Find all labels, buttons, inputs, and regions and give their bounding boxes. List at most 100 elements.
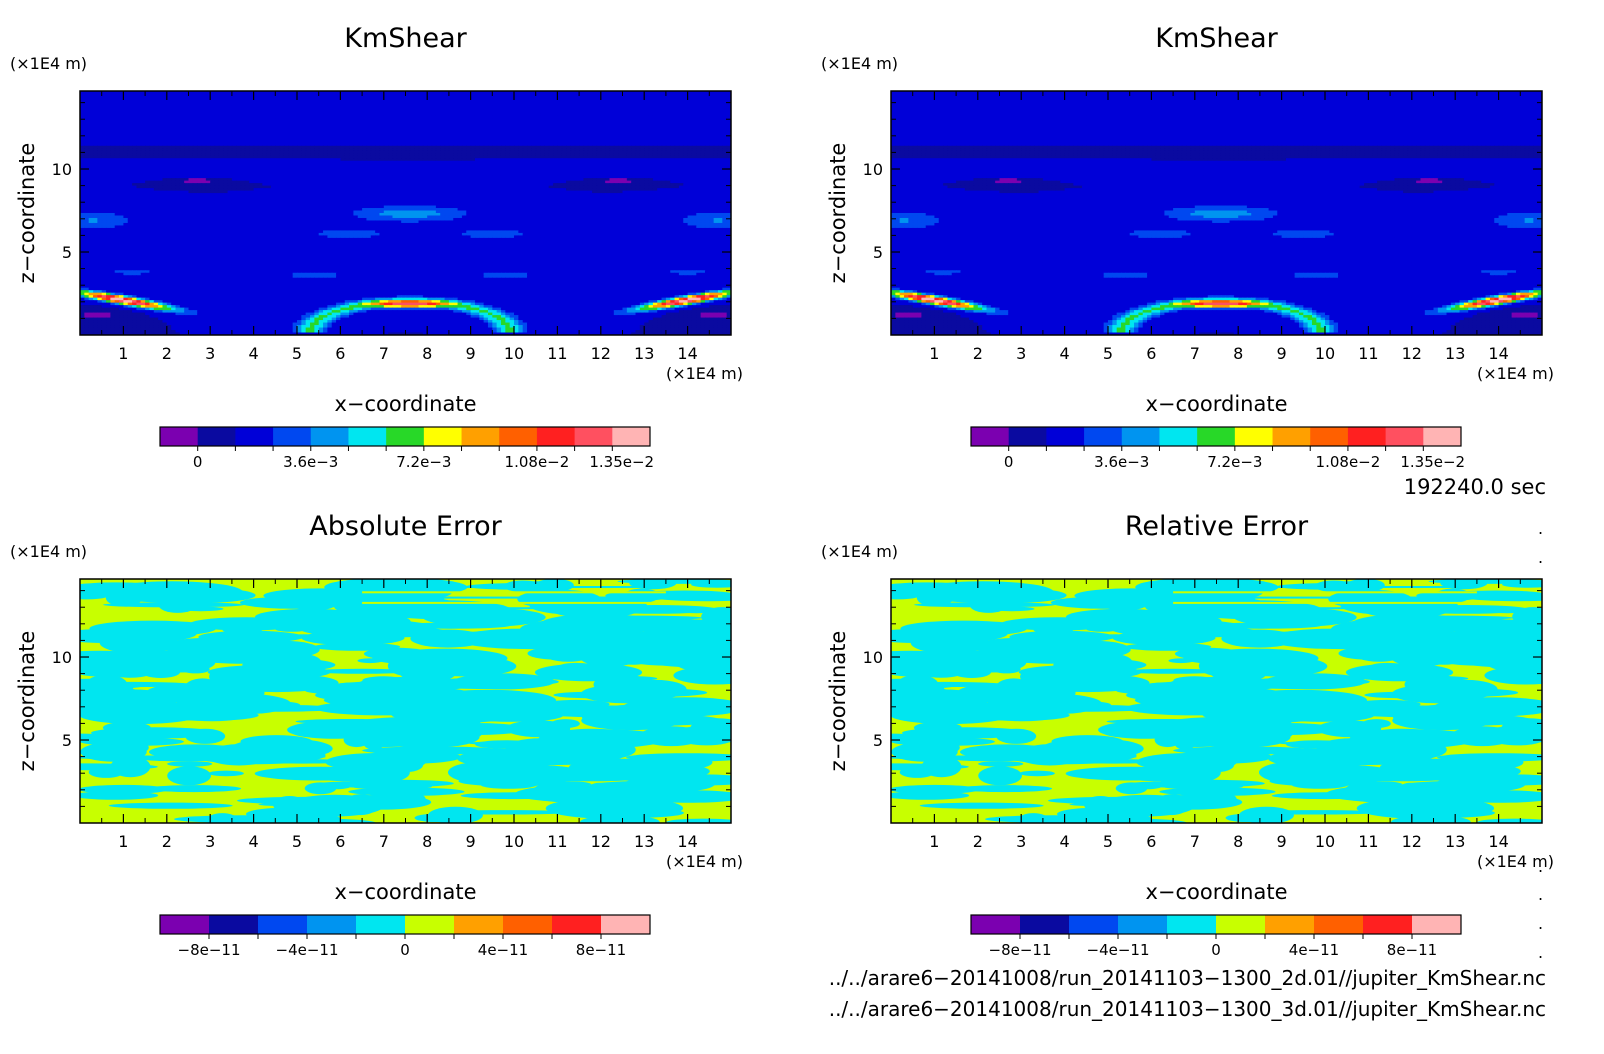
heatmap-cell [717, 93, 723, 97]
heatmap-cell [97, 125, 103, 129]
heatmap-cell [310, 93, 315, 97]
heatmap-cell [626, 100, 632, 105]
heatmap-cell [392, 98, 398, 102]
heatmap-cell [401, 93, 407, 97]
heatmap-cell [279, 98, 285, 102]
heatmap-cell [275, 91, 281, 95]
heatmap-cell [479, 113, 485, 117]
heatmap-cell [535, 98, 541, 102]
heatmap-cell [218, 98, 224, 102]
heatmap-cell [357, 120, 363, 124]
heatmap-cell [540, 120, 545, 124]
heatmap-cell [696, 98, 702, 102]
heatmap-cell [262, 120, 268, 124]
heatmap-cell [314, 98, 320, 102]
heatmap-cell [370, 125, 376, 129]
heatmap-cell [635, 108, 641, 112]
heatmap-cell [201, 113, 207, 117]
heatmap-cell [696, 91, 702, 95]
heatmap-cell [218, 123, 224, 127]
heatmap-cell [622, 118, 628, 122]
heatmap-cell [340, 105, 346, 110]
heatmap-cell [149, 95, 155, 100]
heatmap-cell [522, 125, 528, 129]
heatmap-cell [618, 98, 624, 102]
heatmap-cell [635, 115, 641, 119]
heatmap-cell [648, 120, 654, 124]
heatmap-cell [270, 95, 276, 100]
heatmap-cell [101, 123, 107, 127]
heatmap-cell [713, 113, 719, 117]
heatmap-cell [240, 91, 246, 95]
heatmap-cell [110, 91, 116, 95]
heatmap-cell [344, 118, 350, 122]
heatmap-cell [292, 110, 298, 115]
heatmap-cell [210, 123, 216, 127]
heatmap-cell [579, 115, 585, 119]
heatmap-cell [635, 125, 641, 129]
heatmap-cell [566, 100, 572, 105]
heatmap-cell [540, 91, 545, 95]
heatmap-cell [474, 98, 480, 102]
heatmap-cell [362, 103, 368, 107]
heatmap-cell [266, 120, 272, 124]
heatmap-cell [223, 120, 229, 124]
heatmap-cell [691, 98, 697, 102]
heatmap-cell [331, 113, 337, 117]
heatmap-cell [483, 118, 489, 122]
heatmap-cell [483, 98, 489, 102]
heatmap-cell [396, 123, 402, 127]
heatmap-cell [179, 105, 185, 110]
heatmap-cell [600, 118, 606, 122]
heatmap-cell [310, 125, 315, 129]
heatmap-cell [314, 110, 320, 115]
heatmap-cell [418, 98, 424, 102]
heatmap-cell [336, 115, 341, 119]
heatmap-cell [587, 125, 593, 129]
heatmap-cell [639, 115, 645, 119]
heatmap-cell [344, 103, 350, 107]
heatmap-cell [192, 110, 198, 115]
heatmap-cell [466, 113, 472, 117]
heatmap-cell [635, 95, 641, 100]
heatmap-cell [119, 115, 124, 119]
heatmap-cell [244, 115, 250, 119]
heatmap-cell [119, 128, 124, 132]
heatmap-cell [492, 98, 498, 102]
heatmap-cell [266, 113, 272, 117]
heatmap-cell [544, 118, 550, 122]
heatmap-cell [166, 120, 172, 124]
heatmap-cell [613, 103, 619, 107]
heatmap-cell [561, 113, 567, 117]
heatmap-cell [179, 103, 185, 107]
heatmap-cell [674, 110, 680, 115]
heatmap-cell [132, 120, 138, 124]
heatmap-cell [435, 105, 441, 110]
heatmap-cell [487, 120, 493, 124]
heatmap-cell [474, 120, 480, 124]
heatmap-cell [427, 95, 433, 100]
heatmap-cell [266, 93, 272, 97]
heatmap-cell [127, 91, 133, 95]
heatmap-cell [279, 93, 285, 97]
heatmap-cell [418, 91, 424, 95]
heatmap-cell [500, 98, 506, 102]
heatmap-cell [652, 98, 658, 102]
heatmap-cell [93, 95, 98, 100]
heatmap-cell [344, 93, 350, 97]
heatmap-cell [114, 118, 120, 122]
heatmap-cell [366, 115, 372, 119]
heatmap-cell [635, 105, 641, 110]
heatmap-cell [227, 98, 233, 102]
heatmap-cell [674, 91, 680, 95]
heatmap-cell [314, 120, 320, 124]
heatmap-cell [561, 115, 567, 119]
heatmap-cell [218, 125, 224, 129]
heatmap-cell [704, 108, 710, 112]
heatmap-cell [600, 123, 606, 127]
heatmap-cell [327, 110, 333, 115]
heatmap-cell [136, 91, 142, 95]
heatmap-cell [483, 125, 489, 129]
heatmap-cell [275, 95, 281, 100]
heatmap-cell [492, 108, 498, 112]
